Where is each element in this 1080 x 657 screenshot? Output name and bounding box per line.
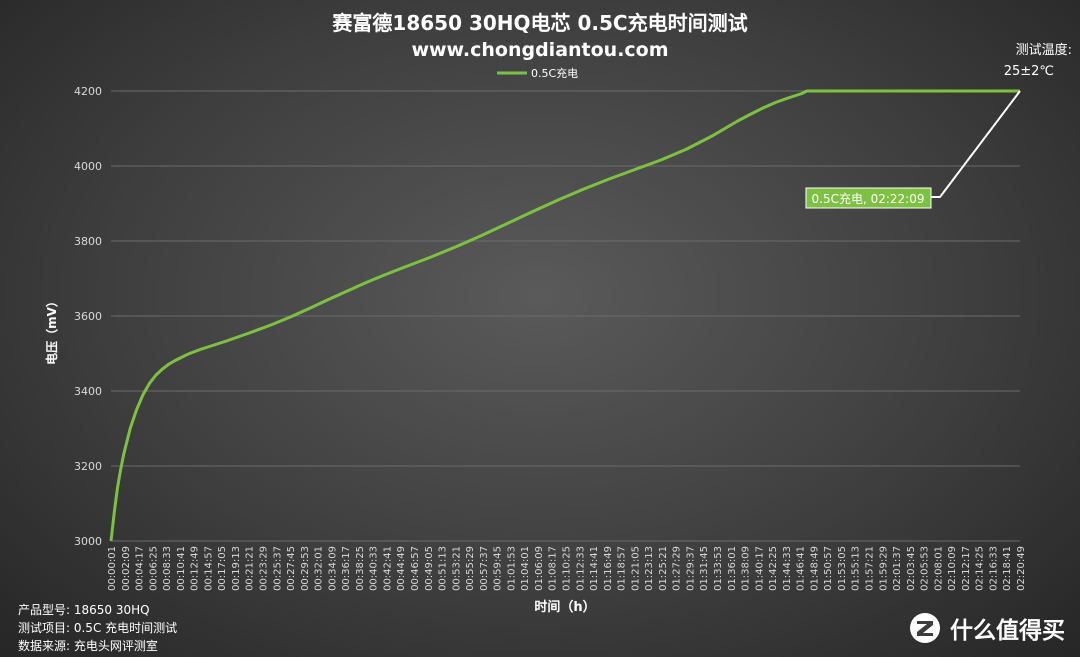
x-tick-label: 01:08:17 — [548, 546, 559, 591]
x-tick-label: 01:06:09 — [534, 546, 545, 591]
x-tick-label: 01:46:41 — [796, 546, 807, 591]
x-tick-label: 01:25:21 — [658, 546, 669, 591]
x-tick-label: 00:49:05 — [424, 546, 435, 591]
x-tick-label: 01:16:49 — [603, 546, 614, 591]
x-tick-label: 00:04:17 — [135, 546, 146, 591]
x-tick-label: 00:59:45 — [493, 546, 504, 591]
footer-model: 产品型号: 18650 30HQ — [18, 603, 150, 617]
callout-box — [805, 187, 932, 209]
footer-project: 测试项目: 0.5C 充电时间测试 — [18, 620, 177, 635]
legend-label: 0.5C充电 — [531, 66, 578, 80]
zhi-badge-icon — [910, 613, 940, 643]
legend: 0.5C充电 — [497, 66, 578, 80]
x-tick-label: 00:51:13 — [438, 546, 449, 591]
x-tick-label: 01:18:57 — [617, 546, 628, 591]
y-tick-label: 3200 — [74, 460, 102, 473]
x-tick-label: 01:27:29 — [672, 546, 683, 591]
footer-source: 数据来源: 充电头网评测室 — [18, 638, 158, 653]
x-tick-label: 01:12:33 — [575, 546, 586, 591]
data-callout: 0.5C充电, 02:22:09 — [805, 90, 1021, 209]
y-tick-label: 3600 — [74, 310, 102, 323]
x-tick-label: 01:33:53 — [713, 546, 724, 591]
x-tick-label: 01:55:13 — [851, 546, 862, 591]
x-tick-label: 02:08:01 — [933, 546, 944, 591]
watermark-text: 什么值得买 — [950, 617, 1065, 644]
x-tick-label: 02:10:09 — [947, 546, 958, 591]
x-tick-label: 01:40:17 — [754, 546, 765, 591]
x-tick-label: 02:14:25 — [975, 546, 986, 591]
x-tick-label: 00:21:21 — [245, 546, 256, 591]
x-tick-label: 02:01:37 — [892, 546, 903, 591]
y-tick-label: 4200 — [74, 85, 102, 98]
x-tick-label: 01:38:09 — [741, 546, 752, 591]
x-tick-label: 00:25:37 — [272, 546, 283, 591]
x-tick-label: 00:23:29 — [259, 546, 270, 591]
x-axis-ticks: 00:00:01 00:02:09 00:04:17 00:06:25 00:08:33… — [107, 546, 1027, 591]
x-tick-label: 01:36:01 — [727, 546, 738, 591]
y-axis-ticks: 3000 3200 3400 3600 3800 4000 4200 — [74, 85, 102, 548]
x-tick-label: 02:18:41 — [1002, 546, 1013, 591]
callout-label: 0.5C充电, 02:22:09 — [812, 191, 925, 206]
x-tick-label: 00:34:09 — [327, 546, 338, 591]
x-tick-label: 00:44:49 — [396, 546, 407, 591]
x-tick-label: 01:42:25 — [768, 546, 779, 591]
watermark: 什么值得买 — [910, 613, 1065, 644]
y-tick-label: 3800 — [74, 235, 102, 248]
x-tick-label: 00:06:25 — [148, 546, 159, 591]
x-tick-label: 01:31:45 — [699, 546, 710, 591]
x-tick-label: 01:53:05 — [837, 546, 848, 591]
x-tick-label: 02:20:49 — [1016, 546, 1027, 591]
chart-title: 赛富德18650 30HQ电芯 0.5C充电时间测试 — [331, 11, 747, 35]
x-tick-label: 02:12:17 — [961, 546, 972, 591]
x-tick-label: 00:55:29 — [465, 546, 476, 591]
x-tick-label: 00:27:45 — [286, 546, 297, 591]
series-line-0-5c-charge — [109, 89, 1020, 542]
x-tick-label: 00:00:01 — [107, 546, 118, 591]
x-tick-label: 00:36:17 — [341, 546, 352, 591]
y-tick-label: 3000 — [74, 535, 102, 548]
x-axis-label: 时间（h） — [534, 599, 595, 615]
temperature-value: 25±2℃ — [1004, 64, 1054, 79]
x-tick-label: 01:21:05 — [630, 546, 641, 591]
x-tick-label: 00:10:41 — [176, 546, 187, 591]
x-tick-label: 00:19:13 — [231, 546, 242, 591]
y-tick-label: 4000 — [74, 160, 102, 173]
x-tick-label: 01:04:01 — [520, 546, 531, 591]
x-tick-label: 02:05:53 — [920, 546, 931, 591]
x-tick-label: 01:57:21 — [865, 546, 876, 591]
x-tick-label: 00:53:21 — [451, 546, 462, 591]
temperature-label: 测试温度: — [1016, 42, 1072, 58]
y-axis-label: 电压（mV） — [44, 295, 59, 365]
x-tick-label: 01:14:41 — [589, 546, 600, 591]
x-tick-label: 00:29:53 — [300, 546, 311, 591]
x-tick-label: 00:57:37 — [479, 546, 490, 591]
x-tick-label: 01:29:37 — [685, 546, 696, 591]
x-tick-label: 01:50:57 — [823, 546, 834, 591]
x-tick-label: 01:59:29 — [878, 546, 889, 591]
x-tick-label: 02:03:45 — [906, 546, 917, 591]
x-tick-label: 01:23:13 — [644, 546, 655, 591]
x-tick-label: 00:12:49 — [190, 546, 201, 591]
x-tick-label: 00:08:33 — [162, 546, 173, 591]
x-tick-label: 01:01:53 — [506, 546, 517, 591]
y-tick-label: 3400 — [74, 385, 102, 398]
x-tick-label: 00:40:33 — [369, 546, 380, 591]
x-tick-label: 00:42:41 — [382, 546, 393, 591]
x-tick-label: 00:32:01 — [314, 546, 325, 591]
chart-subtitle: www.chongdiantou.com — [411, 39, 668, 61]
x-tick-label: 02:16:33 — [988, 546, 999, 591]
x-tick-label: 01:48:49 — [809, 546, 820, 591]
x-tick-label: 01:10:25 — [562, 546, 573, 591]
x-tick-label: 00:38:25 — [355, 546, 366, 591]
x-tick-label: 00:17:05 — [217, 546, 228, 591]
x-tick-label: 00:46:57 — [410, 546, 421, 591]
x-tick-label: 00:14:57 — [203, 546, 214, 591]
callout-leader-line — [931, 90, 1021, 198]
x-tick-label: 01:44:33 — [782, 546, 793, 591]
x-tick-label: 00:02:09 — [121, 546, 132, 591]
grid — [111, 90, 1020, 542]
